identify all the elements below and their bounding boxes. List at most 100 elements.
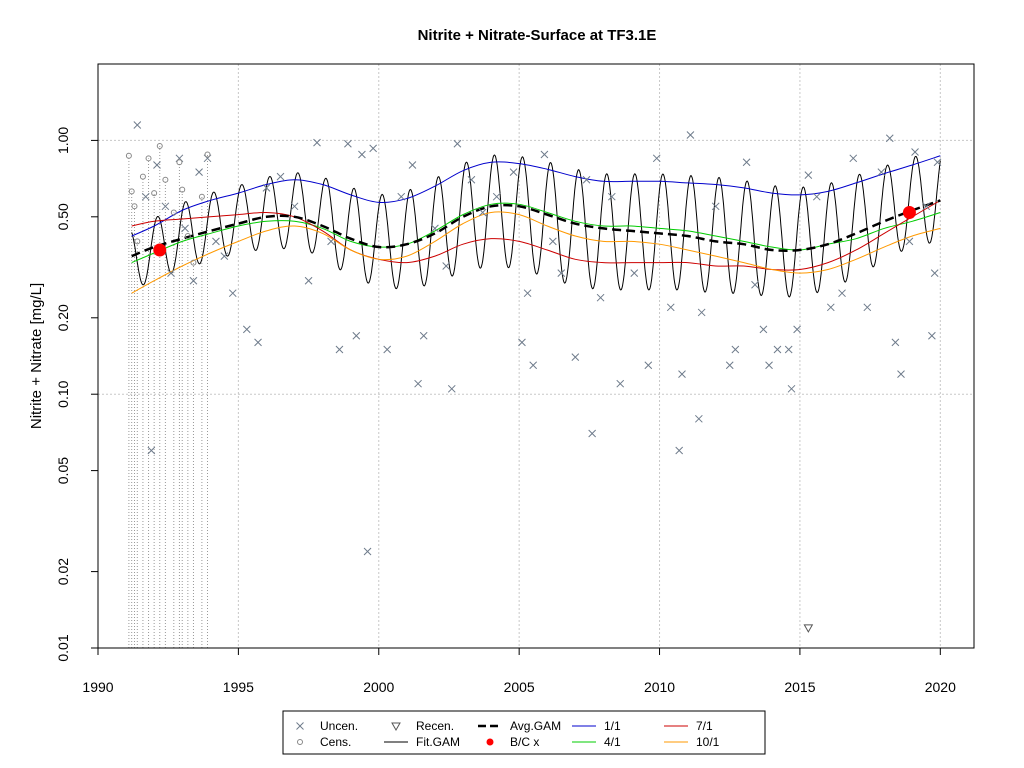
legend-symbol	[391, 722, 401, 732]
legend-item-apr: 4/1	[572, 735, 621, 749]
uncensored-point-stroke	[189, 276, 198, 285]
uncensored-point	[607, 192, 616, 201]
uncensored-point-stroke	[630, 269, 639, 277]
legend-item-recen: Recen.	[391, 719, 454, 733]
uncensored-point	[133, 121, 142, 129]
uncensored-point-stroke	[773, 345, 782, 354]
censored-point	[128, 188, 135, 195]
uncensored-point-stroke	[697, 308, 706, 317]
uncensored-point	[666, 303, 675, 312]
uncensored-point-stroke	[442, 262, 451, 270]
y-tick-label: 1.00	[55, 127, 71, 154]
uncensored-point-stroke	[897, 370, 905, 378]
legend-item-jan: 1/1	[572, 719, 621, 733]
uncensored-point	[863, 303, 872, 312]
censored-point	[145, 155, 152, 162]
uncensored-point-stroke	[523, 289, 532, 298]
uncensored-point	[254, 338, 262, 347]
uncensored-point-stroke	[652, 154, 661, 163]
series-fit-gam	[131, 154, 941, 298]
uncensored-point	[358, 150, 366, 159]
uncensored-point-stroke	[352, 331, 361, 340]
censored-point	[204, 151, 211, 158]
uncensored-point	[478, 208, 487, 217]
uncensored-point	[826, 303, 835, 312]
uncensored-point-stroke	[220, 252, 229, 260]
uncensored-point-stroke	[666, 303, 675, 312]
uncensored-point	[652, 154, 661, 163]
uncensored-point	[891, 338, 900, 347]
uncensored-point-stroke	[242, 325, 251, 334]
y-axis-label: Nitrite + Nitrate [mg/L]	[28, 283, 45, 429]
uncensored-point	[812, 192, 821, 201]
uncensored-point-stroke	[877, 168, 886, 176]
uncensored-point	[228, 289, 237, 298]
uncensored-point	[678, 370, 686, 378]
uncensored-point-stroke	[582, 175, 591, 184]
uncensored-point	[588, 429, 597, 438]
uncensored-point-stroke	[928, 331, 936, 340]
uncensored-point-stroke	[327, 237, 335, 246]
censored-lines	[128, 146, 208, 648]
censored-point	[176, 159, 183, 166]
legend-label: Cens.	[320, 735, 351, 749]
uncensored-point-stroke	[694, 414, 703, 423]
uncensored-point-stroke	[742, 158, 751, 167]
uncensored-point-stroke	[335, 345, 344, 354]
censored-point	[125, 152, 132, 159]
uncensored-point-stroke	[711, 202, 720, 211]
uncensored-point-stroke	[616, 379, 625, 388]
uncensored-point-stroke	[254, 338, 262, 347]
series	[131, 154, 941, 298]
uncensored-point-stroke	[228, 289, 237, 298]
uncensored-point	[161, 202, 170, 211]
uncensored-point-stroke	[540, 150, 549, 159]
uncensored-point-stroke	[363, 547, 372, 556]
uncensored-point-stroke	[812, 192, 821, 201]
uncensored-point	[897, 370, 905, 378]
censored-point	[151, 190, 158, 197]
censored-point	[156, 143, 163, 150]
x-tick-label: 2015	[784, 679, 815, 695]
uncensored-point-stroke	[529, 361, 538, 370]
legend-item-bc: B/C x	[486, 735, 539, 749]
uncensored-point	[431, 224, 439, 233]
uncensored-point-stroke	[644, 361, 653, 370]
y-axis: 0.01 0.02 0.05 0.10 0.20 0.50 1.00	[55, 127, 98, 662]
uncensored-point-stroke	[414, 379, 422, 388]
x-tick-label: 2010	[644, 679, 675, 695]
uncensored-point-stroke	[678, 370, 686, 378]
uncensored-point	[759, 325, 768, 334]
uncensored-point	[220, 252, 229, 260]
uncensored-point	[363, 547, 372, 556]
uncensored-point	[928, 331, 936, 340]
uncensored-point-stroke	[153, 161, 161, 169]
uncensored-point	[793, 325, 801, 334]
uncensored-point-stroke	[838, 289, 846, 298]
uncensored-point-stroke	[571, 353, 580, 361]
uncensored-point	[352, 331, 361, 340]
uncensored-point-stroke	[725, 361, 734, 370]
uncensored-point	[922, 202, 931, 211]
uncensored-point-stroke	[826, 303, 835, 312]
uncensored-point-stroke	[397, 192, 406, 201]
y-tick-label: 0.10	[55, 380, 71, 407]
uncensored-point	[711, 202, 720, 211]
uncensored-point	[686, 131, 695, 139]
uncensored-point	[697, 308, 706, 317]
uncensored-point-stroke	[759, 325, 768, 334]
uncensored-point	[344, 139, 352, 148]
uncensored-point	[181, 224, 189, 233]
uncensored-point	[694, 414, 703, 423]
legend-item-cens: Cens.	[297, 735, 351, 749]
uncensored-point-stroke	[784, 345, 793, 354]
uncensored-point-stroke	[787, 384, 796, 393]
legend-item-fit: Fit.GAM	[384, 735, 460, 749]
uncensored-point-stroke	[262, 184, 271, 192]
uncensored-point	[313, 138, 321, 147]
uncensored-point	[911, 148, 919, 156]
uncensored-point-stroke	[518, 338, 526, 347]
uncensored-point-stroke	[751, 280, 759, 289]
legend-label: B/C x	[510, 735, 539, 749]
uncensored-point	[849, 154, 858, 163]
